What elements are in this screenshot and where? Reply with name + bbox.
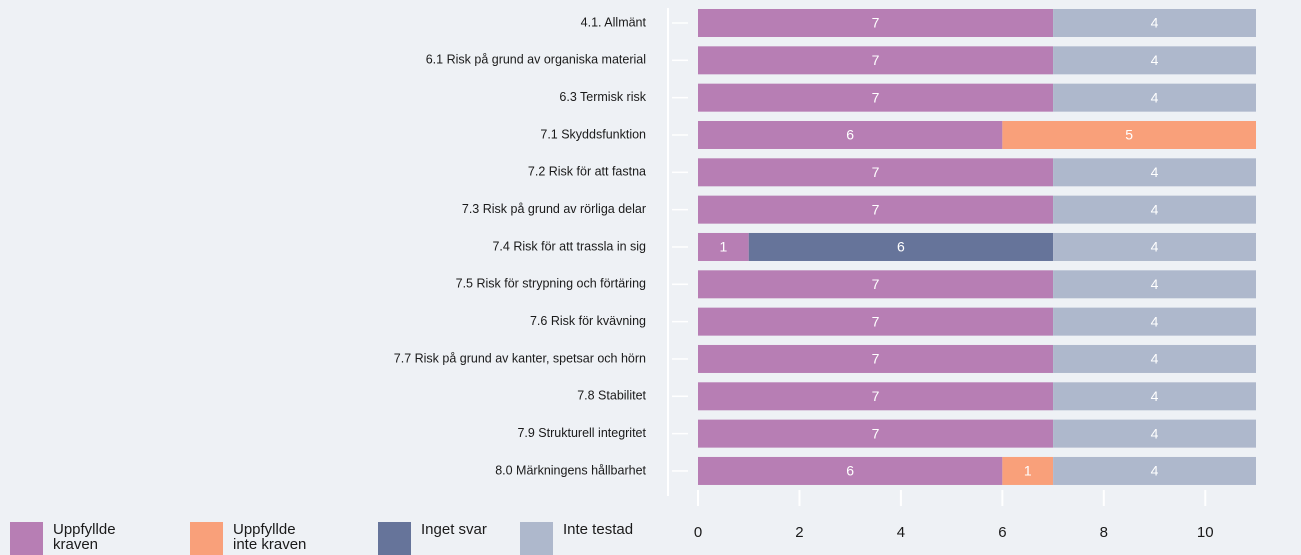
x-tick-label: 10: [1197, 524, 1214, 541]
y-tick-label: 8.0 Märkningens hållbarhet: [495, 463, 646, 477]
data-label: 4: [1151, 463, 1159, 479]
y-tick-label: 7.3 Risk på grund av rörliga delar: [462, 202, 646, 216]
y-tick-label: 7.1 Skyddsfunktion: [540, 127, 646, 141]
data-label: 5: [1125, 127, 1133, 143]
y-tick-label: 7.4 Risk för att trassla in sig: [492, 239, 646, 253]
data-label: 4: [1151, 15, 1159, 31]
x-tick-label: 6: [998, 524, 1006, 541]
bar-segment: [698, 307, 1054, 336]
data-label: 1: [719, 239, 727, 255]
bar-segment: [1002, 456, 1054, 485]
data-label: 7: [872, 52, 880, 68]
y-tick-label: 6.1 Risk på grund av organiska material: [426, 53, 646, 67]
data-label: 7: [872, 201, 880, 217]
bar-segment: [698, 382, 1054, 411]
data-label: 6: [897, 239, 905, 255]
data-label: 7: [872, 313, 880, 329]
y-tick-label: 7.6 Risk för kvävning: [530, 314, 646, 328]
data-label: 4: [1151, 201, 1159, 217]
bar-segment: [1053, 158, 1256, 187]
data-label: 7: [872, 164, 880, 180]
data-label: 7: [872, 276, 880, 292]
bar-segment: [698, 270, 1054, 299]
y-tick-label: 7.9 Strukturell integritet: [517, 426, 646, 440]
legend-swatch: [190, 522, 223, 555]
bar-segment: [698, 195, 1054, 224]
bar-segment: [1053, 83, 1256, 112]
bar-segment: [698, 83, 1054, 112]
bar-segment: [1053, 232, 1256, 261]
data-label: 7: [872, 15, 880, 31]
y-tick-label: 7.5 Risk för strypning och förtäring: [456, 277, 646, 291]
data-label: 7: [872, 351, 880, 367]
data-label: 7: [872, 425, 880, 441]
data-label: 4: [1151, 239, 1159, 255]
legend-label: Inget svar: [421, 521, 487, 538]
bar-segment: [1053, 195, 1256, 224]
bar-segment: [1053, 419, 1256, 448]
y-tick-label: 7.8 Stabilitet: [577, 389, 646, 403]
bar-segment: [1053, 344, 1256, 373]
legend-swatch: [520, 522, 553, 555]
bar-segment: [1053, 9, 1256, 37]
bar-segment: [1053, 456, 1256, 485]
bar-segment: [698, 120, 1003, 149]
legend-item: Uppfyllde inte kraven: [190, 522, 313, 555]
bar-segment: [698, 9, 1054, 37]
data-label: 6: [846, 463, 854, 479]
data-label: 4: [1151, 276, 1159, 292]
legend-label: Inte testad: [563, 521, 634, 538]
data-label: 4: [1151, 351, 1159, 367]
bar-segment: [698, 158, 1054, 187]
data-label: 4: [1151, 52, 1159, 68]
legend-item: Inte testad: [520, 522, 643, 555]
bar-segment: [698, 46, 1054, 75]
bar-segment: [1002, 120, 1256, 149]
bar-segment: [748, 232, 1054, 261]
legend-item: Uppfyllde kraven: [10, 522, 133, 555]
data-label: 4: [1151, 313, 1159, 329]
data-label: 7: [872, 388, 880, 404]
bar-segment: [698, 419, 1054, 448]
y-tick-label: 6.3 Termisk risk: [559, 90, 646, 104]
legend-swatch: [378, 522, 411, 555]
x-tick-label: 2: [795, 524, 803, 541]
legend-label: Uppfyllde inte kraven: [233, 521, 307, 553]
data-label: 7: [872, 89, 880, 105]
legend-item: Inget svar: [378, 522, 501, 555]
data-label: 4: [1151, 89, 1159, 105]
y-tick-label: 7.2 Risk för att fastna: [528, 165, 646, 179]
bar-segment: [698, 344, 1054, 373]
data-label: 1: [1024, 463, 1032, 479]
data-label: 4: [1151, 164, 1159, 180]
x-tick-label: 8: [1100, 524, 1108, 541]
y-tick-label: 7.7 Risk på grund av kanter, spetsar och…: [394, 351, 646, 365]
bar-segment: [1053, 270, 1256, 299]
bar-segment: [1053, 46, 1256, 75]
bar-segment: [698, 232, 749, 261]
legend-swatch: [10, 522, 43, 555]
y-tick-label: 4.1. Allmänt: [581, 15, 647, 29]
data-label: 4: [1151, 388, 1159, 404]
bar-segment: [1053, 307, 1256, 336]
bar-segment: [698, 456, 1003, 485]
data-label: 4: [1151, 425, 1159, 441]
data-label: 6: [846, 127, 854, 143]
bar-segment: [1053, 382, 1256, 411]
x-tick-label: 4: [897, 524, 905, 541]
legend-label: Uppfyllde kraven: [53, 521, 116, 553]
x-tick-label: 0: [694, 524, 702, 541]
